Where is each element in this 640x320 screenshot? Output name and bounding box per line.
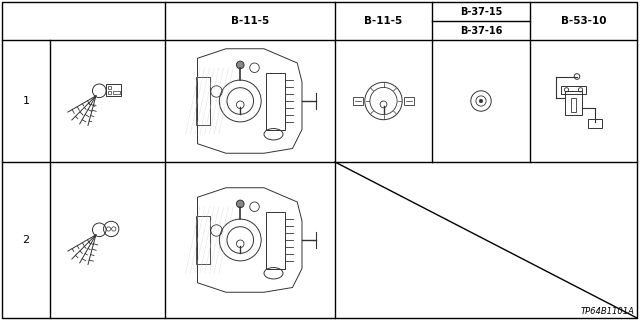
Text: 1: 1 (22, 96, 29, 106)
Circle shape (236, 200, 244, 208)
Bar (113, 91, 120, 94)
Bar (404, 97, 414, 105)
Text: TP64B1101A: TP64B1101A (581, 307, 635, 316)
Bar (588, 119, 602, 128)
Bar (353, 97, 363, 105)
Bar (108, 86, 111, 89)
Bar (565, 91, 582, 115)
Text: B-37-15: B-37-15 (460, 6, 502, 17)
Bar (571, 98, 576, 111)
Text: 2: 2 (22, 235, 29, 245)
Circle shape (236, 61, 244, 69)
Bar (196, 216, 210, 264)
Bar (266, 212, 285, 268)
Bar (266, 73, 285, 130)
Text: B-53-10: B-53-10 (561, 16, 606, 26)
Bar (196, 77, 210, 125)
Text: B-11-5: B-11-5 (231, 16, 269, 26)
Bar (108, 91, 111, 94)
Text: B-11-5: B-11-5 (364, 16, 403, 26)
Bar (106, 84, 122, 96)
Text: B-37-16: B-37-16 (460, 26, 502, 36)
Circle shape (479, 99, 483, 103)
Bar (561, 86, 586, 94)
